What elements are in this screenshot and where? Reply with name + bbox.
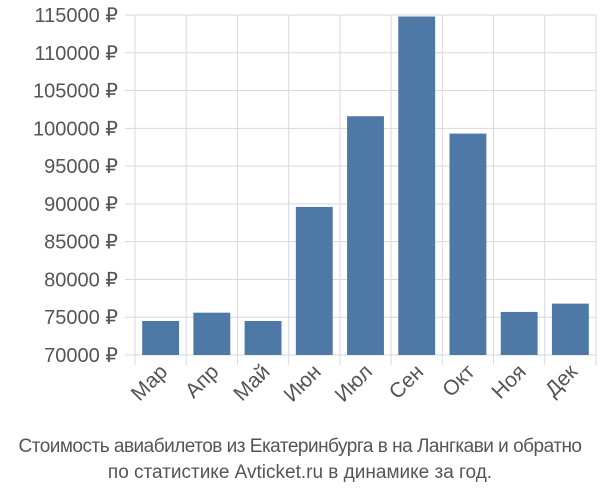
y-tick-label: 115000 ₽ bbox=[34, 5, 118, 27]
x-tick-label: Июл bbox=[331, 360, 377, 406]
y-tick-label: 85000 ₽ bbox=[44, 232, 118, 254]
x-tick-label: Апр bbox=[181, 360, 223, 402]
y-tick-label: 80000 ₽ bbox=[44, 269, 118, 291]
y-tick-label: 100000 ₽ bbox=[33, 118, 118, 140]
bar-5 bbox=[347, 116, 384, 355]
price-chart: 70000 ₽ 75000 ₽ 80000 ₽ 85000 ₽ 90000 ₽ 95000… bbox=[33, 5, 597, 407]
y-tick-label: 90000 ₽ bbox=[44, 194, 118, 216]
chart-caption-line-2: по статистике Avticket.ru в динамике за … bbox=[107, 462, 493, 483]
y-tick-label: 105000 ₽ bbox=[33, 81, 118, 103]
x-tick-label: Окт bbox=[438, 360, 480, 402]
bar-2 bbox=[193, 312, 231, 355]
x-tick-label: Дек bbox=[541, 360, 583, 402]
x-tick-label: Май bbox=[229, 360, 274, 405]
bar-1 bbox=[142, 321, 180, 355]
bar-8 bbox=[500, 311, 538, 355]
y-tick-label: 95000 ₽ bbox=[44, 156, 118, 178]
x-tick-label: Сен bbox=[385, 360, 428, 403]
bar-7 bbox=[449, 133, 487, 355]
y-tick-label: 75000 ₽ bbox=[44, 307, 118, 329]
x-tick-label: Ноя bbox=[487, 360, 530, 403]
bar-3 bbox=[244, 321, 282, 355]
bar-4 bbox=[295, 206, 333, 355]
x-tick-label: Июн bbox=[280, 360, 326, 406]
y-tick-label: 110000 ₽ bbox=[34, 43, 118, 65]
bar-9 bbox=[551, 303, 589, 355]
chart-caption-line-1: Стоимость авиабилетов из Екатеринбурга в… bbox=[18, 436, 582, 457]
x-tick-label: Мар bbox=[127, 360, 172, 405]
chart-svg: 70000 ₽ 75000 ₽ 80000 ₽ 85000 ₽ 90000 ₽ 95000… bbox=[33, 5, 597, 407]
y-tick-label: 70000 ₽ bbox=[44, 345, 118, 367]
bar-6 bbox=[398, 16, 436, 356]
